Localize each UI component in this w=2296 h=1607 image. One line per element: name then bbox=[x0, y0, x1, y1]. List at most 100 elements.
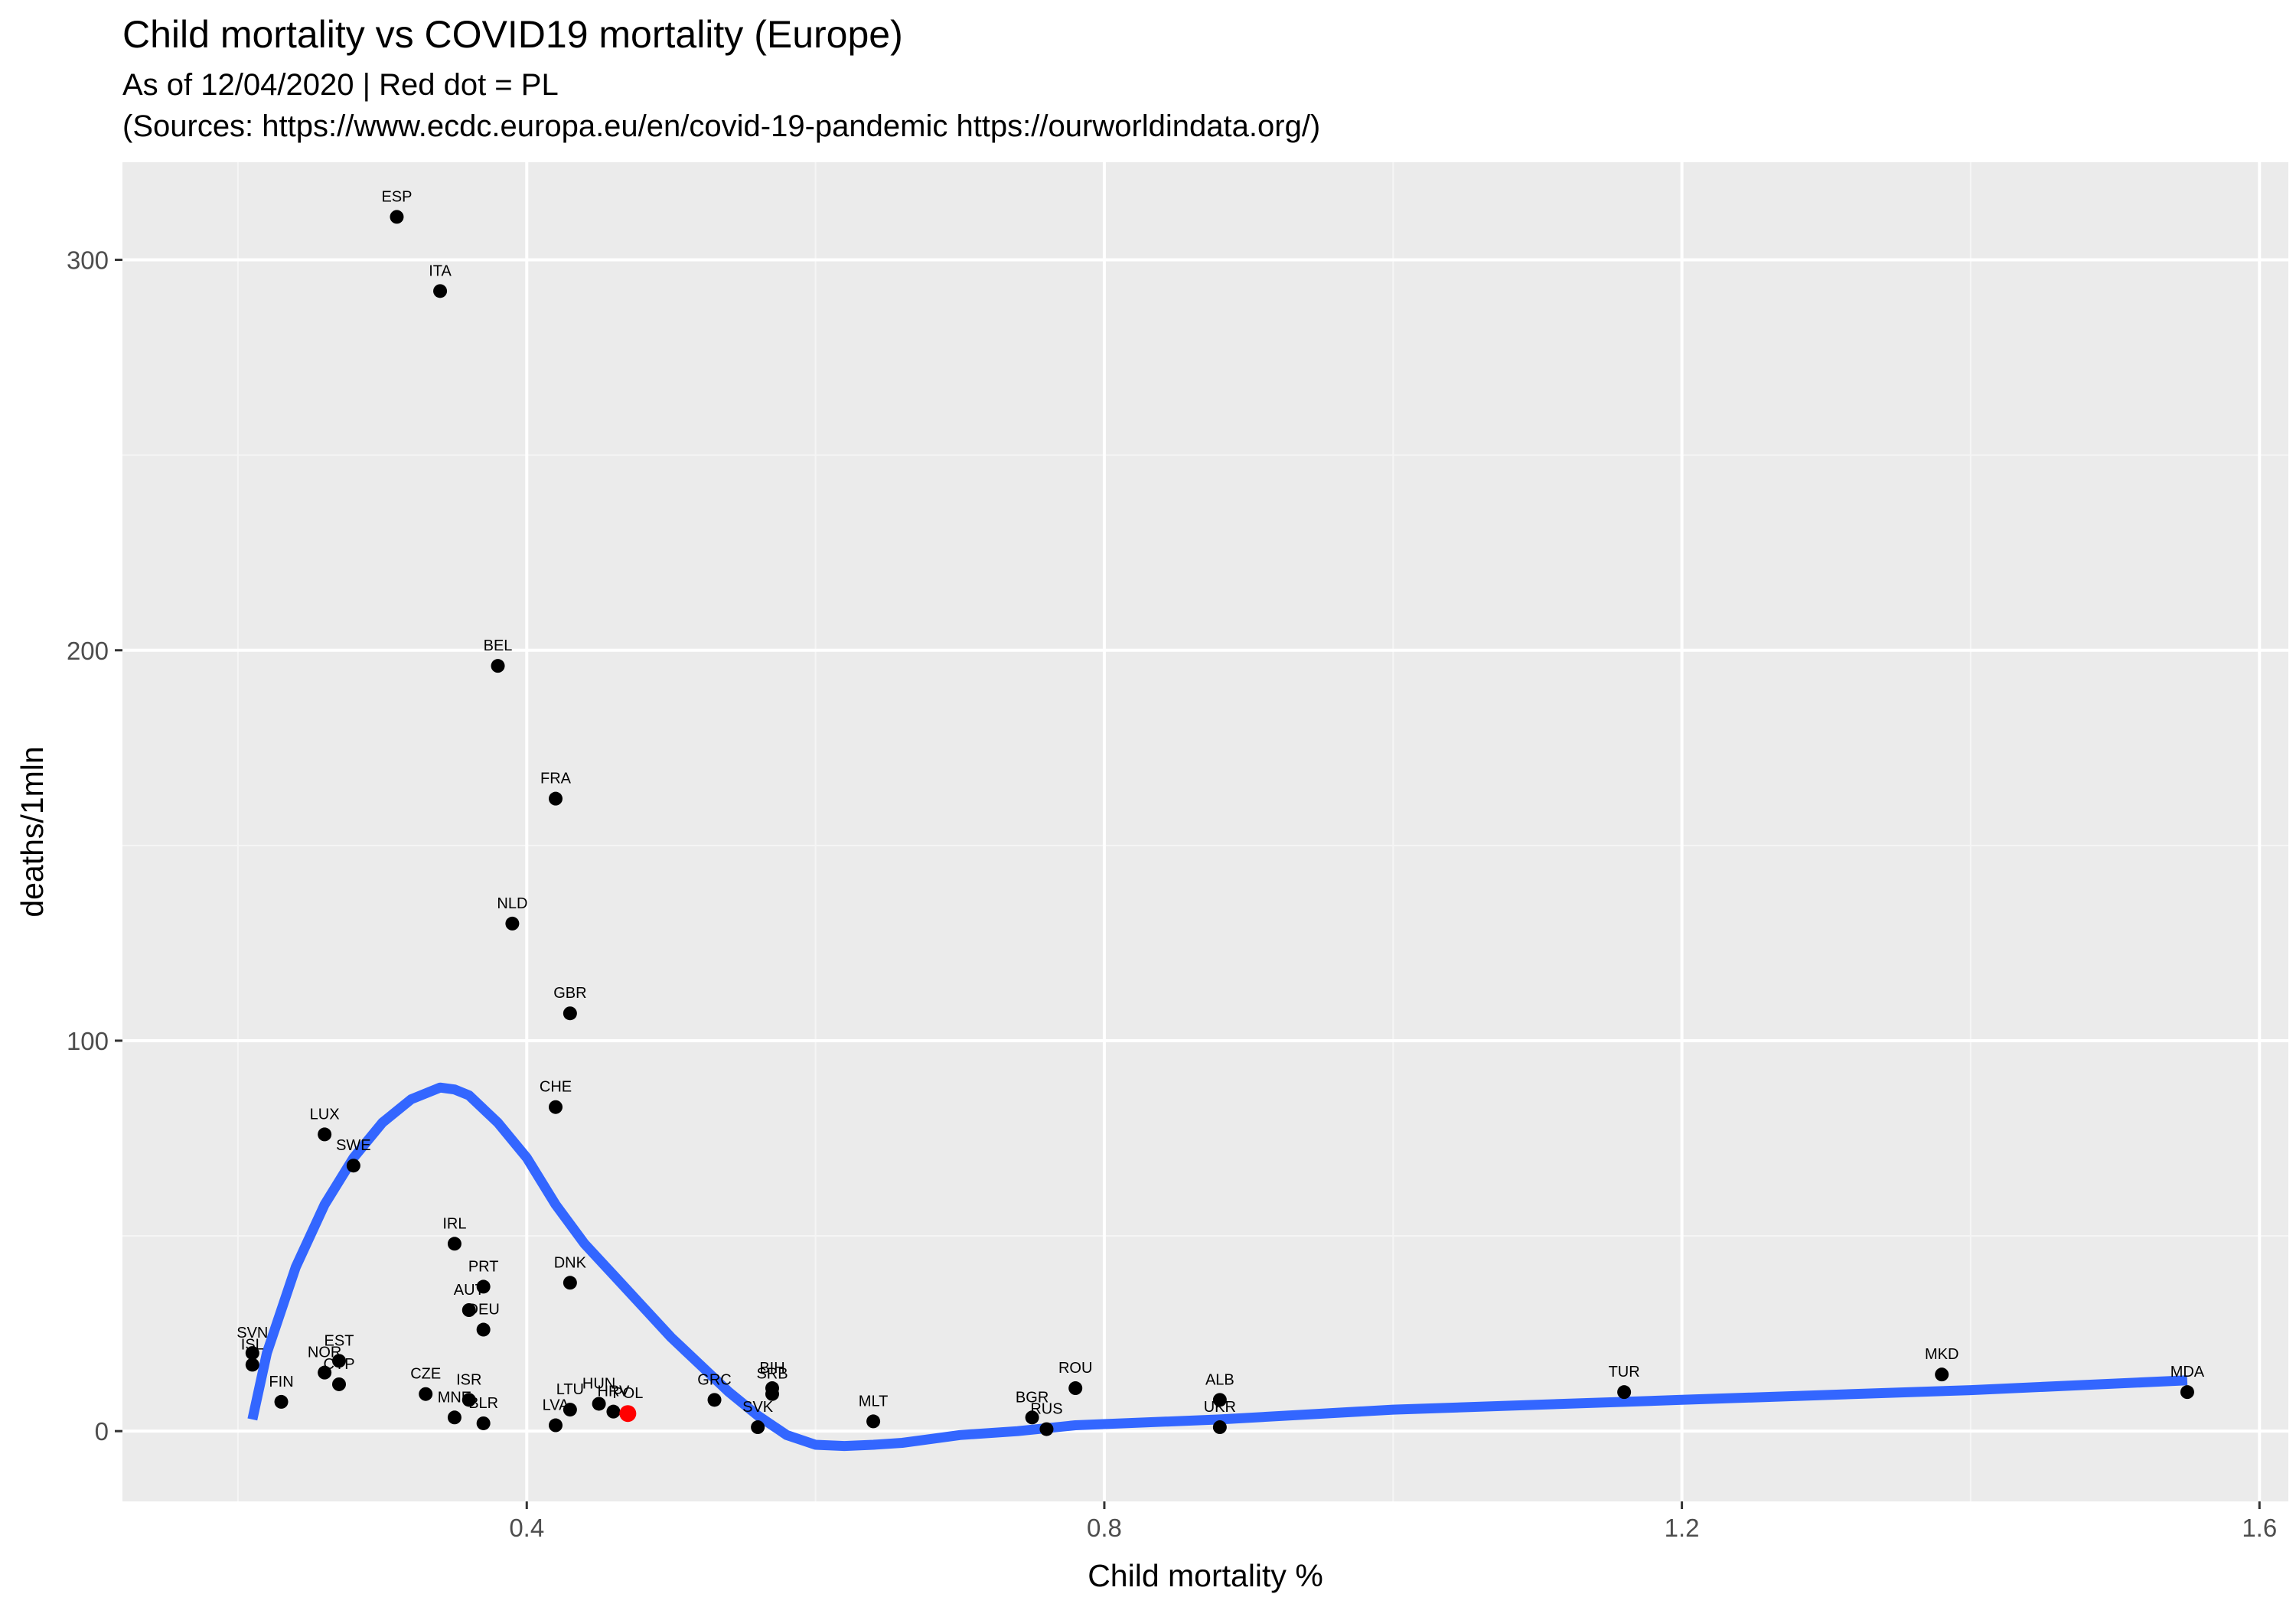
minor-gridlines bbox=[122, 162, 2288, 1501]
point-label-lva: LVA bbox=[543, 1397, 569, 1414]
point-label-swe: SWE bbox=[336, 1137, 371, 1154]
point-label-irl: IRL bbox=[442, 1215, 466, 1232]
point-label-alb: ALB bbox=[1205, 1371, 1234, 1388]
point-lva bbox=[549, 1418, 563, 1433]
point-label-hrv: HRV bbox=[598, 1384, 631, 1400]
point-label-isl: ISL bbox=[241, 1336, 264, 1353]
point-label-bel: BEL bbox=[484, 637, 513, 654]
point-label-bih: BIH bbox=[759, 1360, 784, 1377]
point-prt bbox=[476, 1279, 491, 1294]
point-label-ltu: LTU bbox=[556, 1381, 584, 1398]
point-label-nld: NLD bbox=[497, 895, 527, 912]
point-label-dnk: DNK bbox=[554, 1254, 587, 1271]
point-label-hun: HUN bbox=[582, 1375, 615, 1392]
point-label-mda: MDA bbox=[2170, 1364, 2205, 1380]
point-deu bbox=[476, 1322, 491, 1337]
point-nor bbox=[318, 1365, 332, 1380]
y-tick-label: 100 bbox=[67, 1027, 109, 1055]
x-tick-label: 1.6 bbox=[2242, 1514, 2277, 1542]
point-label-deu: DEU bbox=[468, 1302, 500, 1319]
point-mne bbox=[447, 1410, 461, 1425]
point-label-tur: TUR bbox=[1609, 1364, 1640, 1380]
chart-title: Child mortality vs COVID19 mortality (Eu… bbox=[122, 13, 903, 56]
point-srb bbox=[765, 1387, 779, 1401]
point-fra bbox=[549, 791, 563, 806]
point-label-lux: LUX bbox=[310, 1106, 340, 1123]
point-label-esp: ESP bbox=[381, 188, 412, 205]
point-alb bbox=[1212, 1393, 1227, 1407]
point-label-est: EST bbox=[325, 1332, 354, 1349]
point-labels-layer: ESP ITA BEL FRA NLD GBR CHE LUX SWE IRL PRT DNK AUT D… bbox=[236, 188, 2205, 1417]
point-svk bbox=[751, 1420, 765, 1435]
y-tick-label: 0 bbox=[95, 1417, 109, 1446]
point-hrv bbox=[606, 1404, 621, 1419]
point-nld bbox=[505, 916, 520, 931]
point-hun bbox=[592, 1397, 606, 1411]
point-label-nor: NOR bbox=[308, 1345, 341, 1361]
x-tick-label: 1.2 bbox=[1665, 1514, 1700, 1542]
point-pol bbox=[619, 1405, 637, 1423]
point-label-prt: PRT bbox=[468, 1258, 499, 1275]
y-tick-label: 200 bbox=[67, 637, 109, 665]
point-lux bbox=[318, 1127, 332, 1142]
major-gridlines bbox=[122, 162, 2288, 1501]
point-label-cze: CZE bbox=[410, 1366, 441, 1383]
point-fin bbox=[274, 1394, 289, 1409]
y-tick-label: 300 bbox=[67, 246, 109, 275]
point-label-pol: POL bbox=[612, 1385, 643, 1402]
point-grc bbox=[707, 1393, 722, 1407]
point-label-che: CHE bbox=[540, 1079, 572, 1096]
point-label-fin: FIN bbox=[269, 1374, 293, 1390]
point-bgr bbox=[1025, 1410, 1039, 1425]
point-label-mne: MNE bbox=[438, 1389, 471, 1406]
point-isr bbox=[461, 1393, 476, 1407]
point-svn bbox=[245, 1346, 259, 1361]
point-label-grc: GRC bbox=[697, 1371, 731, 1388]
x-axis-title: Child mortality % bbox=[1088, 1558, 1323, 1593]
point-ltu bbox=[563, 1403, 577, 1417]
point-che bbox=[549, 1100, 563, 1114]
x-axis: 0.4 0.8 1.2 1.6 bbox=[509, 1501, 2277, 1542]
point-mda bbox=[2180, 1385, 2194, 1400]
point-label-aut: AUT bbox=[454, 1282, 484, 1299]
point-label-srb: SRB bbox=[756, 1366, 788, 1383]
x-tick-label: 0.8 bbox=[1087, 1514, 1122, 1542]
point-isl bbox=[245, 1358, 259, 1372]
point-label-cyp: CYP bbox=[323, 1356, 354, 1373]
point-label-svk: SVK bbox=[742, 1399, 774, 1416]
point-esp bbox=[390, 210, 404, 224]
point-cyp bbox=[332, 1377, 346, 1391]
point-label-mlt: MLT bbox=[859, 1393, 889, 1410]
point-est bbox=[332, 1354, 346, 1368]
chart-subtitle-line-1: As of 12/04/2020 | Red dot = PL bbox=[122, 68, 559, 102]
point-label-blr: BLR bbox=[468, 1395, 498, 1412]
point-dnk bbox=[563, 1276, 577, 1290]
point-bel bbox=[491, 659, 505, 673]
x-tick-label: 0.4 bbox=[509, 1514, 544, 1542]
point-label-svn: SVN bbox=[236, 1325, 268, 1341]
point-label-bgr: BGR bbox=[1016, 1389, 1049, 1406]
point-mkd bbox=[1935, 1367, 1949, 1382]
point-mlt bbox=[866, 1414, 881, 1429]
point-label-rou: ROU bbox=[1058, 1360, 1092, 1377]
point-ita bbox=[433, 284, 448, 298]
point-ukr bbox=[1212, 1420, 1227, 1435]
point-gbr bbox=[563, 1006, 577, 1021]
y-axis: 0 100 200 300 bbox=[67, 246, 122, 1446]
point-label-mkd: MKD bbox=[1925, 1346, 1958, 1363]
plot-panel bbox=[122, 162, 2288, 1501]
point-cze bbox=[419, 1387, 433, 1401]
point-label-fra: FRA bbox=[540, 771, 572, 787]
point-label-rus: RUS bbox=[1030, 1401, 1062, 1418]
chart-subtitle-line-2: (Sources: https://www.ecdc.europa.eu/en/… bbox=[122, 109, 1320, 143]
point-aut bbox=[461, 1303, 476, 1317]
point-swe bbox=[346, 1159, 360, 1173]
point-rou bbox=[1068, 1381, 1083, 1396]
point-tur bbox=[1617, 1385, 1632, 1400]
y-axis-title: deaths/1mln bbox=[15, 746, 50, 917]
point-label-ukr: UKR bbox=[1204, 1399, 1236, 1416]
point-irl bbox=[447, 1237, 461, 1251]
point-label-isr: ISR bbox=[456, 1371, 481, 1388]
